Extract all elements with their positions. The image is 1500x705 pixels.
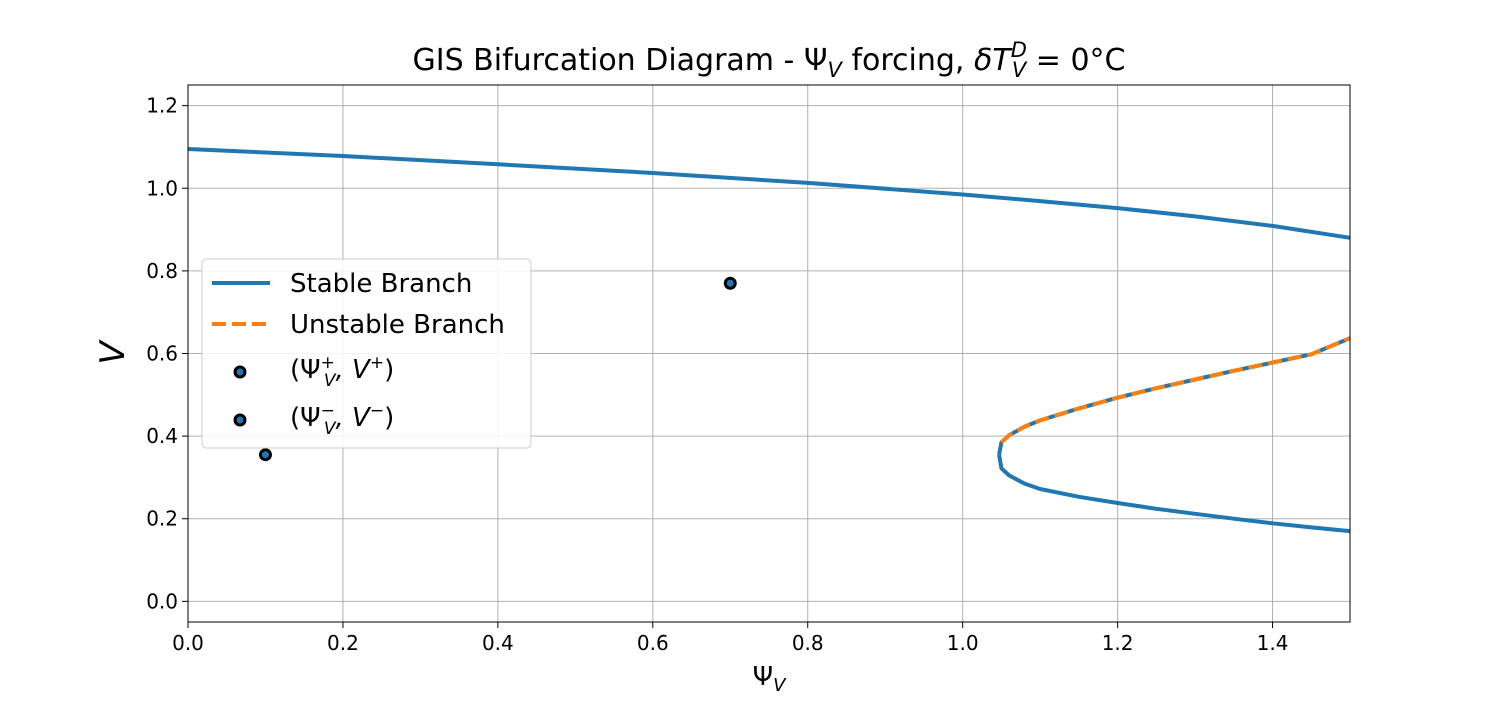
title-psi: Ψ (804, 43, 828, 78)
title-t-sup: D (1011, 38, 1027, 62)
legend: Stable Branch Unstable Branch (Ψ+ V, V+) … (201, 258, 532, 449)
x-tick-label: 1.2 (1102, 631, 1134, 655)
title-prefix: GIS Bifurcation Diagram - (413, 43, 804, 78)
x-tick-label: 0.0 (172, 631, 204, 655)
legend-plus-sup: + (321, 353, 335, 373)
title-t: T (992, 43, 1013, 78)
y-tick-label: 1.2 (146, 94, 178, 118)
legend-marker-plus (233, 365, 247, 379)
legend-marker-minus (233, 413, 247, 427)
title-mid: forcing, (842, 43, 974, 78)
title-psi-sub: V (828, 58, 844, 82)
legend-plus-mid: , V (336, 355, 373, 385)
legend-label-plus: (Ψ+ V, V+) (290, 353, 394, 391)
x-tick-label: 1.0 (947, 631, 979, 655)
legend-minus-close: ) (384, 403, 394, 433)
title-rest: = 0°C (1026, 43, 1125, 78)
x-axis-label: ΨV (753, 662, 787, 696)
y-tick-label: 0.6 (146, 342, 178, 366)
ticks: 0.0 0.2 0.4 0.6 0.8 1.0 1.2 1.4 0.0 0.2 0.4 0.6 0.8 1… (146, 94, 1288, 655)
x-tick-label: 0.2 (327, 631, 359, 655)
y-tick-label: 0.4 (146, 424, 178, 448)
x-tick-label: 1.4 (1257, 631, 1289, 655)
legend-plus-sup2: + (370, 353, 384, 373)
legend-plus-sub: V (324, 371, 337, 391)
y-tick-label: 1.0 (146, 176, 178, 200)
legend-minus-sub: V (324, 419, 337, 439)
title-t-sub: V (1012, 58, 1028, 82)
unstable-branch-line (1000, 336, 1351, 444)
y-tick-label: 0.2 (146, 507, 178, 531)
legend-label-unstable: Unstable Branch (290, 310, 505, 340)
series (187, 147, 1351, 534)
stable-branch-line (187, 147, 1351, 240)
y-tick-label: 0.8 (146, 259, 178, 283)
legend-minus-mid: , V (336, 403, 373, 433)
stable-branch-line (997, 454, 1351, 534)
legend-minus-sup2: − (370, 401, 384, 421)
legend-label-stable: Stable Branch (290, 269, 472, 299)
y-tick-label: 0.0 (146, 589, 178, 613)
legend-plus-open: (Ψ (290, 355, 321, 385)
y-axis-label: V (93, 339, 133, 365)
x-axis-label-sub: V (773, 675, 787, 696)
legend-minus-open: (Ψ (290, 403, 321, 433)
x-tick-label: 0.6 (637, 631, 669, 655)
legend-box (201, 258, 532, 449)
legend-minus-sup: − (321, 401, 335, 421)
point-psi-plus (723, 276, 737, 290)
point-psi-minus (258, 448, 272, 462)
legend-plus-close: ) (384, 355, 394, 385)
grid (187, 85, 1350, 622)
x-tick-label: 0.8 (792, 631, 824, 655)
title-delta: δ (974, 43, 992, 78)
data-points (258, 276, 737, 462)
chart-title: GIS Bifurcation Diagram - ΨV forcing, δT… (413, 38, 1126, 82)
legend-label-minus: (Ψ− V, V−) (290, 401, 394, 439)
x-tick-label: 0.4 (482, 631, 514, 655)
x-axis-label-main: Ψ (753, 662, 773, 692)
